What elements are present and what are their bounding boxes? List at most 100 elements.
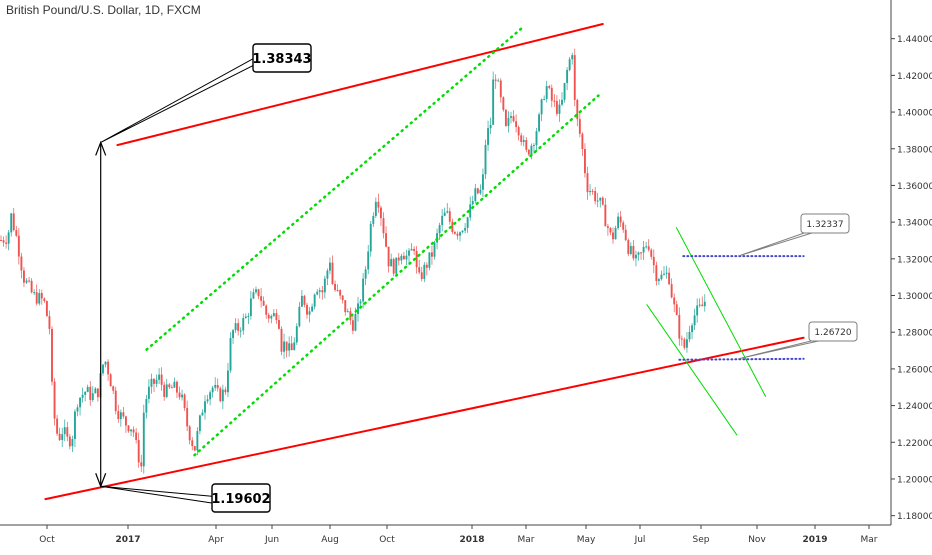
- candle-body: [206, 399, 209, 402]
- candle-body: [239, 330, 242, 332]
- candle-body: [265, 305, 268, 315]
- candle-body: [691, 325, 693, 333]
- support-level-callout-box: [808, 321, 858, 342]
- candle-body: [155, 379, 158, 384]
- candle-body: [76, 407, 79, 412]
- candle-body: [150, 378, 153, 387]
- candle-body: [635, 254, 637, 259]
- candle-body: [515, 121, 518, 128]
- candle-body: [604, 204, 607, 227]
- candle-body: [520, 135, 523, 142]
- candle-body: [168, 384, 171, 388]
- candle-body: [464, 227, 467, 231]
- candle-body: [680, 338, 683, 340]
- candle-body: [558, 104, 561, 114]
- candle-body: [127, 425, 130, 432]
- candle-body: [145, 398, 148, 413]
- lower-price-callout-box: [211, 483, 271, 513]
- x-tick-label: Apr: [208, 535, 224, 545]
- candle-body: [23, 270, 25, 283]
- candle-body: [655, 265, 658, 282]
- candle-body: [591, 190, 594, 192]
- candle-body: [652, 256, 655, 266]
- candle-body: [341, 295, 344, 301]
- y-tick-label: 1.38000: [897, 145, 932, 155]
- candle-body: [576, 99, 579, 120]
- candle-body: [308, 311, 311, 315]
- candle-body: [701, 304, 704, 307]
- candle-body: [267, 314, 270, 319]
- candle-body: [443, 212, 446, 216]
- x-tick-label: Jul: [634, 535, 646, 545]
- resistance-level-callout-label: 1.32337: [806, 220, 843, 230]
- candle-body: [527, 149, 530, 155]
- candle-body: [545, 86, 548, 99]
- candle-body: [214, 385, 217, 388]
- candle-body: [530, 145, 533, 155]
- candle-body: [522, 139, 525, 142]
- candle-body: [209, 392, 212, 400]
- candle-body: [387, 246, 390, 267]
- candle-body: [484, 144, 487, 175]
- support-level-line: [678, 357, 805, 361]
- candle-body: [367, 251, 370, 270]
- candle-body: [71, 439, 74, 447]
- candle-body: [94, 388, 97, 394]
- candle-body: [566, 69, 569, 84]
- x-tick-label: May: [577, 535, 596, 545]
- candle-body: [543, 98, 546, 100]
- inner-channel-upper-line: [145, 26, 524, 351]
- candle-body: [433, 242, 436, 257]
- candle-body: [357, 303, 359, 315]
- candle-body: [204, 401, 206, 413]
- candle-body: [89, 386, 92, 401]
- candle-body: [303, 295, 306, 305]
- y-tick-label: 1.22000: [897, 439, 932, 449]
- x-tick-label: Aug: [321, 535, 339, 545]
- candle-body: [553, 100, 556, 102]
- candle-body: [683, 339, 686, 348]
- candle-body: [425, 264, 428, 268]
- candle-body: [410, 248, 413, 251]
- candle-body: [645, 246, 648, 248]
- candle-body: [112, 386, 115, 391]
- candle-body: [698, 304, 701, 306]
- candle-body: [275, 313, 278, 321]
- candle-body: [696, 305, 699, 316]
- resistance-level-callout-box: [800, 213, 850, 234]
- candle-body: [609, 227, 612, 233]
- candle-body: [193, 446, 196, 451]
- candle-body: [84, 391, 87, 395]
- candle-body: [673, 297, 676, 305]
- candle-body: [2, 240, 5, 243]
- candle-body: [260, 296, 263, 301]
- candle-body: [316, 291, 319, 295]
- candle-body: [137, 439, 140, 463]
- candle-body: [186, 408, 189, 427]
- y-tick-label: 1.34000: [897, 219, 932, 229]
- candle-body: [402, 255, 405, 260]
- candle-body: [362, 278, 365, 302]
- candle-body: [321, 290, 324, 293]
- candle-body: [107, 361, 110, 375]
- candle-body: [617, 216, 620, 229]
- candle-body: [255, 289, 257, 293]
- y-tick-label: 1.44000: [897, 35, 932, 45]
- candle-body: [461, 230, 464, 233]
- candle-body: [323, 278, 326, 293]
- y-tick-label: 1.18000: [897, 512, 932, 522]
- candle-body: [242, 318, 245, 331]
- candle-body: [17, 235, 20, 257]
- candle-body: [318, 290, 321, 292]
- candle-body: [181, 394, 183, 398]
- candle-body: [53, 381, 56, 419]
- candle-body: [397, 257, 400, 261]
- candle-body: [563, 83, 566, 100]
- candle-body: [331, 262, 334, 284]
- candle-body: [43, 298, 46, 302]
- candle-body: [359, 301, 362, 304]
- candle-body: [12, 213, 15, 231]
- candle-body: [372, 215, 375, 224]
- candle-body: [183, 394, 186, 409]
- channel-lower-line: [44, 336, 805, 501]
